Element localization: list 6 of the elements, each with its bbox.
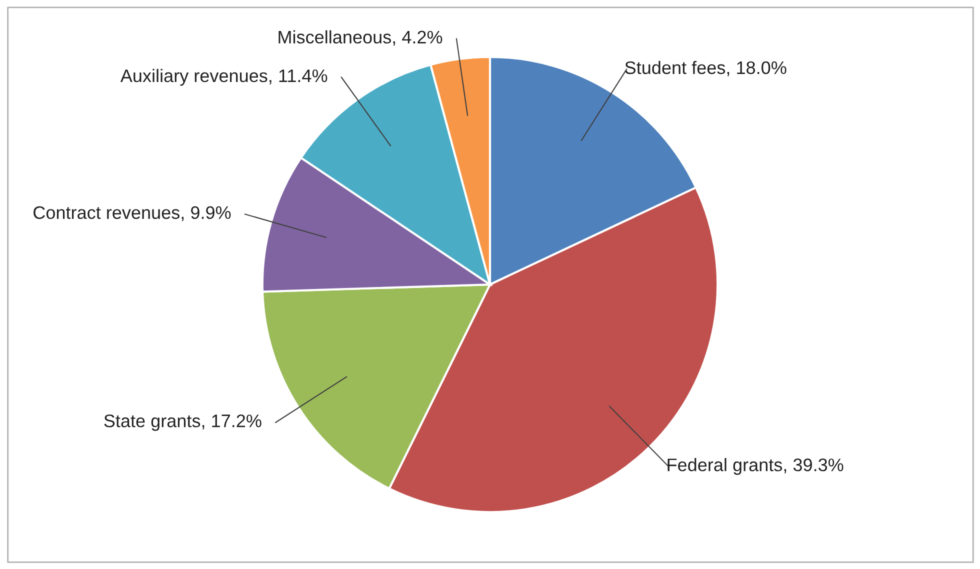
slice-label: Student fees, 18.0% (625, 60, 786, 76)
slice-label: State grants, 17.2% (104, 414, 262, 431)
slice-label: Miscellaneous, 4.2% (278, 30, 442, 46)
slice-label: Federal grants, 39.3% (668, 458, 844, 475)
slice-label: Contract revenues, 9.9% (34, 206, 231, 222)
slice-label: Auxiliary revenues, 11.4% (120, 68, 328, 86)
